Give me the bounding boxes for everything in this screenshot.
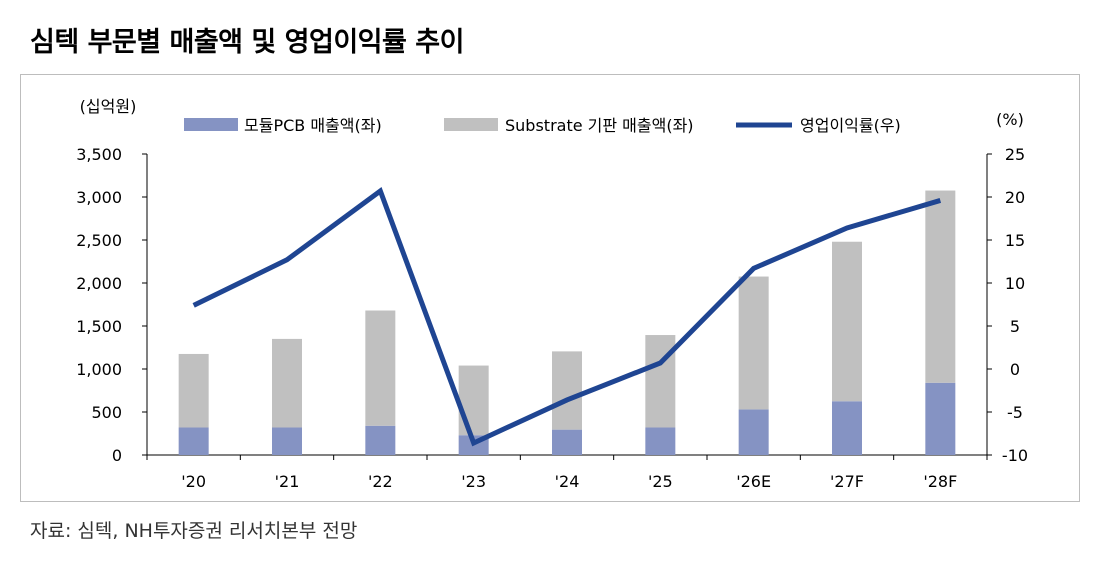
bar-substrate bbox=[832, 241, 862, 402]
bar-module-pcb bbox=[925, 382, 956, 455]
left-tick-label: 3,000 bbox=[76, 188, 122, 207]
bar-module-pcb bbox=[832, 401, 862, 455]
left-axis-unit: (십억원) bbox=[80, 97, 137, 116]
bar-module-pcb bbox=[738, 409, 769, 455]
right-axis-unit: (%) bbox=[996, 110, 1024, 129]
left-tick-label: 500 bbox=[91, 403, 122, 422]
legend-group: 모듈PCB 매출액(좌) Substrate 기판 매출액(좌) 영업이익률(우) bbox=[184, 116, 901, 135]
margin-line-group bbox=[192, 186, 942, 447]
bar-module-pcb bbox=[365, 425, 396, 455]
right-tick-label: 20 bbox=[1005, 188, 1025, 207]
axes-group: 3,500 3,000 2,500 2,000 1,500 1,000 500 0 25 20 15… bbox=[76, 97, 1028, 491]
left-tick-label: 2,000 bbox=[76, 274, 122, 293]
right-tick-label: 25 bbox=[1005, 145, 1025, 164]
x-tick-label: '24 bbox=[555, 472, 580, 491]
legend-swatch-substrate bbox=[444, 118, 498, 131]
bar-substrate bbox=[365, 310, 396, 426]
bars-group bbox=[178, 190, 956, 455]
left-tick-label: 1,000 bbox=[76, 360, 122, 379]
right-tick-label: 15 bbox=[1005, 231, 1025, 250]
bar-substrate bbox=[178, 353, 209, 428]
right-tick-label: 5 bbox=[1010, 317, 1020, 336]
bar-substrate bbox=[458, 365, 489, 436]
x-tick-label: '23 bbox=[461, 472, 486, 491]
chart-frame bbox=[20, 74, 1080, 502]
left-tick-label: 3,500 bbox=[76, 145, 122, 164]
left-tick-label: 2,500 bbox=[76, 231, 122, 250]
bar-module-pcb bbox=[645, 427, 676, 455]
bar-module-pcb bbox=[272, 427, 302, 455]
right-tick-label: 0 bbox=[1010, 360, 1020, 379]
x-tick-label: '25 bbox=[648, 472, 673, 491]
x-tick-label: '26E bbox=[736, 472, 771, 491]
x-tick-label: '27F bbox=[830, 472, 864, 491]
x-tick-label: '20 bbox=[181, 472, 206, 491]
bar-substrate bbox=[925, 190, 956, 383]
x-tick-label: '22 bbox=[368, 472, 393, 491]
chart-title: 심텍 부문별 매출액 및 영업이익률 추이 bbox=[30, 27, 464, 58]
legend-label-substrate: Substrate 기판 매출액(좌) bbox=[505, 116, 694, 135]
legend-label-module-pcb: 모듈PCB 매출액(좌) bbox=[244, 116, 382, 135]
bar-module-pcb bbox=[178, 427, 209, 455]
right-tick-label: -10 bbox=[1002, 446, 1028, 465]
source-note: 자료: 심텍, NH투자증권 리서치본부 전망 bbox=[30, 520, 358, 542]
x-tick-label: '21 bbox=[275, 472, 300, 491]
bar-module-pcb bbox=[552, 429, 582, 455]
right-tick-label: -5 bbox=[1007, 403, 1023, 422]
left-tick-label: 1,500 bbox=[76, 317, 122, 336]
bar-substrate bbox=[272, 338, 302, 428]
left-tick-label: 0 bbox=[112, 446, 122, 465]
legend-swatch-module-pcb bbox=[184, 118, 238, 131]
bar-substrate bbox=[738, 276, 769, 410]
right-tick-label: 10 bbox=[1005, 274, 1025, 293]
bar-substrate bbox=[552, 351, 582, 430]
x-tick-label: '28F bbox=[923, 472, 957, 491]
legend-label-margin: 영업이익률(우) bbox=[800, 116, 901, 135]
